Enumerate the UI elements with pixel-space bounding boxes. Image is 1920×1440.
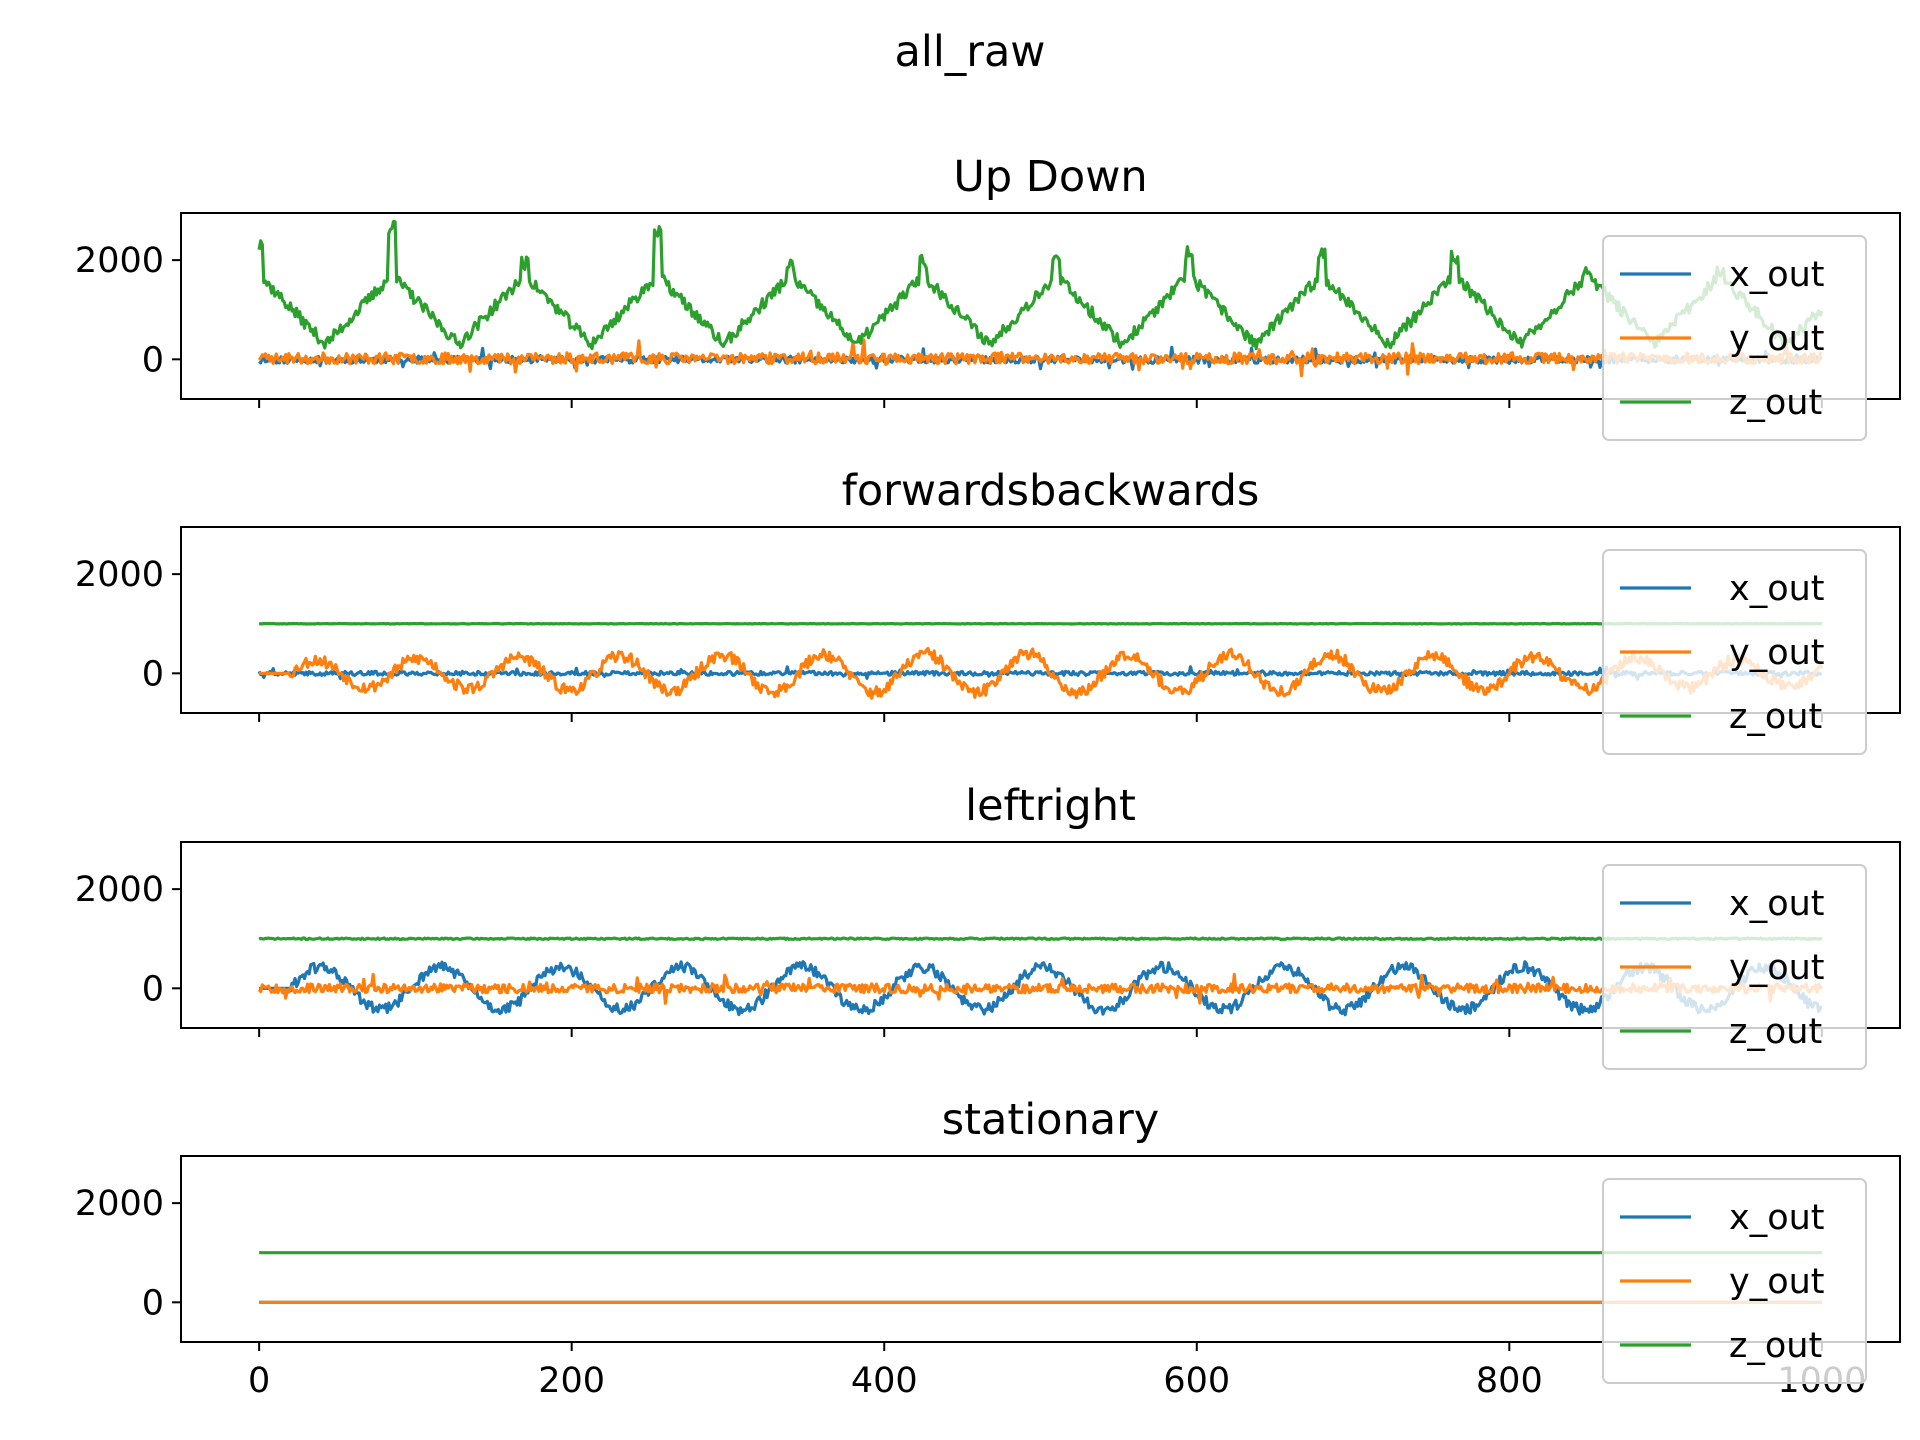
subplot-title: forwardsbackwards: [842, 466, 1260, 516]
legend-label-z_out: z_out: [1729, 1012, 1822, 1052]
subplot-title: stationary: [942, 1095, 1159, 1145]
y-tick-label: 0: [142, 340, 164, 380]
subplot-title: Up Down: [953, 152, 1147, 202]
series-line-y_out: [259, 646, 1824, 700]
legend: x_out y_out z_out: [1602, 235, 1867, 441]
legend-box: [1602, 864, 1867, 1070]
axes-frame: [180, 212, 1901, 400]
legend: x_out y_out z_out: [1602, 864, 1867, 1070]
x-tick-label: 0: [248, 1361, 270, 1401]
legend-label-y_out: y_out: [1729, 948, 1825, 988]
y-tick-label: 0: [142, 1283, 164, 1323]
x-tick-label: 400: [851, 1361, 918, 1401]
subplot-title: leftright: [965, 781, 1136, 831]
x-tick-label: 200: [538, 1361, 605, 1401]
axes-frame: [180, 841, 1901, 1029]
y-tick-label: 2000: [75, 870, 164, 910]
subplot-3: stationary0200002004006008001000x_outy_o…: [75, 1095, 1901, 1401]
series-line-y_out: [257, 972, 1824, 1005]
legend-label-x_out: x_out: [1729, 569, 1825, 609]
series-group: [257, 936, 1824, 1017]
series-group: [257, 219, 1824, 378]
series-line-x_out: [259, 960, 1822, 1017]
legend: x_out y_out z_out: [1602, 549, 1867, 755]
y-tick-label: 0: [142, 654, 164, 694]
figure-suptitle: all_raw: [895, 27, 1046, 77]
legend-label-y_out: y_out: [1729, 319, 1825, 359]
axes-frame: [180, 1155, 1901, 1343]
legend-label-x_out: x_out: [1729, 1198, 1825, 1238]
series-line-y_out: [257, 338, 1823, 378]
subplot-2: leftright 0 2000 x_out y_out z_out: [75, 781, 1901, 1070]
series-line-z_out: [259, 621, 1823, 626]
legend-label-y_out: y_out: [1729, 1262, 1825, 1302]
legend-label-z_out: z_out: [1729, 383, 1822, 423]
legend-label-z_out: z_out: [1729, 1326, 1822, 1366]
legend-box: [1602, 1178, 1867, 1384]
legend-box: [1602, 235, 1867, 441]
y-tick-label: 2000: [75, 1184, 164, 1224]
series-group: [257, 621, 1824, 700]
series-line-z_out: [258, 936, 1823, 942]
legend-label-z_out: z_out: [1729, 697, 1822, 737]
x-tick-label: 800: [1476, 1361, 1543, 1401]
series-line-z_out: [257, 219, 1824, 351]
subplot-0: Up Down 0 2000 x_out y_out z_out: [75, 152, 1901, 441]
axes-frame: [180, 526, 1901, 714]
legend-box: [1602, 549, 1867, 755]
x-tick-label: 600: [1163, 1361, 1230, 1401]
legend: x_out y_out z_out: [1602, 1178, 1867, 1384]
y-tick-label: 2000: [75, 555, 164, 595]
legend-label-y_out: y_out: [1729, 633, 1825, 673]
legend-label-x_out: x_out: [1729, 255, 1825, 295]
series-group: [259, 1251, 1822, 1304]
subplot-1: forwardsbackwards 0 2000 x_out y_out z_out: [75, 466, 1901, 755]
y-tick-label: 0: [142, 969, 164, 1009]
y-tick-label: 2000: [75, 241, 164, 281]
legend-label-x_out: x_out: [1729, 884, 1825, 924]
